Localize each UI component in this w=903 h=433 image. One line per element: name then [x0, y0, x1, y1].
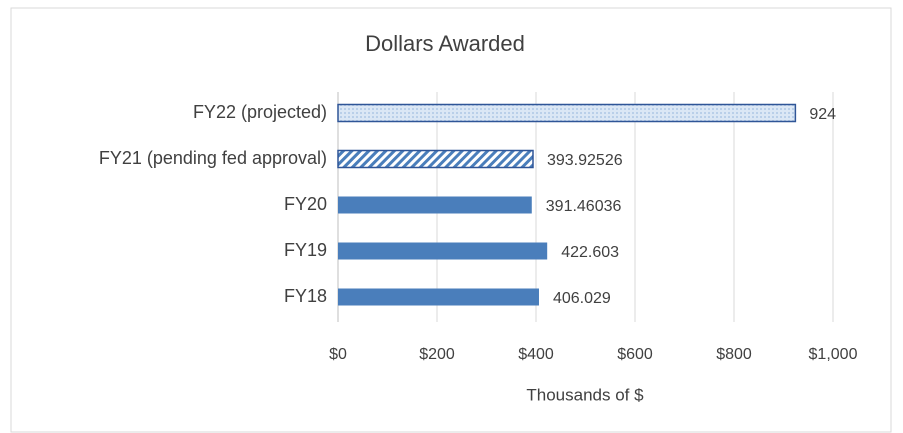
bar — [338, 242, 548, 260]
x-tick-label: $800 — [716, 346, 752, 363]
bar — [338, 196, 532, 214]
x-tick-label: $400 — [518, 346, 554, 363]
y-tick-label: FY18 — [284, 286, 327, 306]
data-label: 406.029 — [553, 290, 611, 307]
data-label: 924 — [809, 106, 836, 123]
y-tick-label: FY21 (pending fed approval) — [99, 148, 327, 168]
x-axis-label: Thousands of $ — [526, 385, 644, 404]
chart-frame — [10, 7, 892, 433]
x-tick-label: $1,000 — [809, 346, 858, 363]
chart-title: Dollars Awarded — [365, 31, 525, 56]
x-tick-label: $600 — [617, 346, 653, 363]
bar — [337, 149, 534, 169]
bar — [337, 103, 797, 123]
y-tick-label: FY20 — [284, 194, 327, 214]
y-tick-label: FY19 — [284, 240, 327, 260]
x-tick-label: $200 — [419, 346, 455, 363]
data-label: 393.92526 — [547, 152, 623, 169]
data-label: 422.603 — [561, 244, 619, 261]
x-tick-label: $0 — [329, 346, 347, 363]
data-label: 391.46036 — [546, 198, 622, 215]
bar — [338, 288, 539, 306]
y-tick-label: FY22 (projected) — [193, 102, 327, 122]
